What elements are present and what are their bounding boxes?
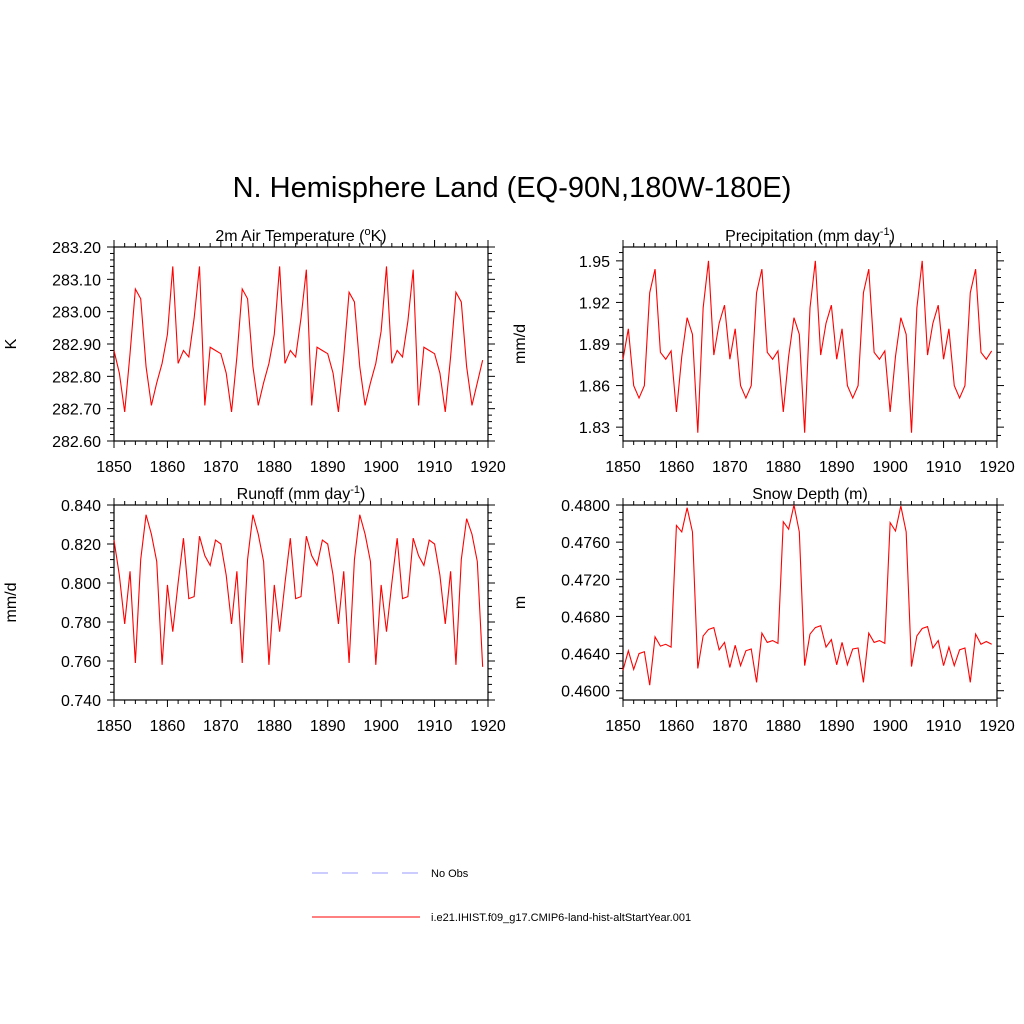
x-tick-label: 1890 bbox=[819, 459, 855, 476]
x-tick-label: 1900 bbox=[872, 718, 908, 735]
x-tick-label: 1870 bbox=[712, 718, 748, 735]
x-tick-label: 1860 bbox=[659, 718, 695, 735]
y-tick-label: 0.800 bbox=[61, 576, 101, 593]
chart-panel-2: 1850 1860 1870 1880 1890 1900 1910 1920 1.83 1.86… bbox=[512, 226, 1015, 476]
y-tick-label: 1.92 bbox=[579, 295, 610, 312]
x-tick-label: 1910 bbox=[417, 718, 453, 735]
y-tick-label: 0.4680 bbox=[561, 609, 610, 626]
y-tick-label: 0.740 bbox=[61, 693, 101, 710]
chart-panel-4: 1850 1860 1870 1880 1890 1900 1910 1920 0.4600 0.… bbox=[512, 486, 1015, 735]
x-tick-label: 1890 bbox=[819, 718, 855, 735]
x-tick-label: 1880 bbox=[765, 459, 801, 476]
x-tick-label: 1920 bbox=[979, 459, 1015, 476]
legend: No Obs i.e21.IHIST.f09_g17.CMIP6-land-his… bbox=[312, 868, 691, 924]
page-title: N. Hemisphere Land (EQ-90N,180W-180E) bbox=[232, 172, 792, 204]
y-tick-label: 282.60 bbox=[52, 434, 101, 451]
x-tick-label: 1910 bbox=[926, 459, 962, 476]
legend-label-1: No Obs bbox=[431, 868, 469, 880]
chart-title: Precipitation (mm day-1) bbox=[725, 226, 895, 245]
chart-title: 2m Air Temperature (oK) bbox=[215, 226, 386, 245]
y-tick-label: 0.760 bbox=[61, 654, 101, 671]
plot-frame bbox=[622, 246, 998, 442]
y-tick-label: 0.780 bbox=[61, 615, 101, 632]
legend-label-2: i.e21.IHIST.f09_g17.CMIP6-land-hist-altS… bbox=[431, 912, 691, 924]
y-tick-label: 0.4760 bbox=[561, 535, 610, 552]
x-tick-label: 1920 bbox=[470, 718, 506, 735]
x-tick-label: 1850 bbox=[96, 718, 132, 735]
y-tick-label: 283.00 bbox=[52, 305, 101, 322]
y-axis-label: mm/d bbox=[512, 324, 529, 364]
y-axis-label: K bbox=[3, 338, 20, 349]
x-tick-label: 1880 bbox=[765, 718, 801, 735]
plot-frame bbox=[622, 504, 998, 701]
x-tick-label: 1880 bbox=[256, 718, 292, 735]
y-tick-label: 0.4720 bbox=[561, 572, 610, 589]
y-tick-label: 282.90 bbox=[52, 337, 101, 354]
x-tick-label: 1910 bbox=[417, 459, 453, 476]
x-tick-label: 1870 bbox=[203, 718, 239, 735]
chart-title: Snow Depth (m) bbox=[752, 486, 868, 503]
x-tick-label: 1890 bbox=[310, 459, 346, 476]
y-axis-label: mm/d bbox=[3, 583, 20, 623]
x-tick-label: 1870 bbox=[712, 459, 748, 476]
y-tick-label: 1.89 bbox=[579, 337, 610, 354]
y-tick-label: 1.86 bbox=[579, 379, 610, 396]
y-tick-label: 1.95 bbox=[579, 254, 610, 271]
x-tick-label: 1850 bbox=[605, 459, 641, 476]
series-line-1 bbox=[622, 260, 993, 433]
series-line-1 bbox=[113, 266, 484, 412]
chart-title: Runoff (mm day-1) bbox=[237, 484, 366, 503]
y-tick-label: 283.10 bbox=[52, 272, 101, 289]
y-axis-label: m bbox=[512, 596, 529, 609]
y-tick-label: 0.4800 bbox=[561, 498, 610, 515]
x-tick-label: 1900 bbox=[363, 459, 399, 476]
chart-panel-1: 1850 1860 1870 1880 1890 1900 1910 1920 282.60 28… bbox=[3, 226, 506, 476]
y-tick-label: 0.4600 bbox=[561, 684, 610, 701]
y-tick-label: 282.70 bbox=[52, 402, 101, 419]
x-tick-label: 1920 bbox=[470, 459, 506, 476]
x-tick-label: 1850 bbox=[605, 718, 641, 735]
plot-frame bbox=[113, 246, 489, 442]
series-line-1 bbox=[113, 514, 484, 667]
x-tick-label: 1920 bbox=[979, 718, 1015, 735]
y-tick-label: 0.4640 bbox=[561, 647, 610, 664]
series-line-1 bbox=[622, 504, 992, 686]
y-tick-label: 282.80 bbox=[52, 369, 101, 386]
chart-panel-3: 1850 1860 1870 1880 1890 1900 1910 1920 0.740 0.7… bbox=[3, 484, 506, 735]
x-tick-label: 1880 bbox=[256, 459, 292, 476]
x-tick-label: 1850 bbox=[96, 459, 132, 476]
plot-frame bbox=[113, 504, 489, 701]
x-tick-label: 1860 bbox=[659, 459, 695, 476]
x-tick-label: 1910 bbox=[926, 718, 962, 735]
y-tick-label: 0.840 bbox=[61, 498, 101, 515]
x-tick-label: 1860 bbox=[150, 718, 186, 735]
y-tick-label: 1.83 bbox=[579, 420, 610, 437]
x-tick-label: 1900 bbox=[872, 459, 908, 476]
y-tick-label: 283.20 bbox=[52, 240, 101, 257]
x-tick-label: 1900 bbox=[363, 718, 399, 735]
x-tick-label: 1860 bbox=[150, 459, 186, 476]
x-tick-label: 1890 bbox=[310, 718, 346, 735]
x-tick-label: 1870 bbox=[203, 459, 239, 476]
y-tick-label: 0.820 bbox=[61, 537, 101, 554]
